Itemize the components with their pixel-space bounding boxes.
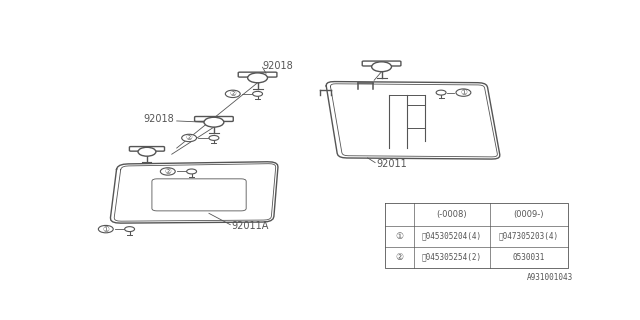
Circle shape bbox=[225, 90, 240, 98]
Circle shape bbox=[99, 225, 113, 233]
Text: (0009-): (0009-) bbox=[514, 210, 544, 219]
Text: (-0008): (-0008) bbox=[436, 210, 467, 219]
Text: Ⓢ045305254(2): Ⓢ045305254(2) bbox=[422, 252, 482, 261]
FancyBboxPatch shape bbox=[152, 179, 246, 211]
Text: ②: ② bbox=[164, 167, 172, 176]
Circle shape bbox=[182, 134, 196, 142]
Circle shape bbox=[138, 147, 156, 156]
Circle shape bbox=[209, 135, 219, 140]
FancyBboxPatch shape bbox=[362, 61, 401, 66]
Text: 92018: 92018 bbox=[262, 60, 293, 70]
FancyBboxPatch shape bbox=[195, 116, 233, 121]
Circle shape bbox=[161, 168, 175, 175]
Text: A931001043: A931001043 bbox=[527, 273, 573, 282]
Circle shape bbox=[125, 227, 134, 232]
Text: 92011A: 92011A bbox=[231, 221, 269, 231]
Circle shape bbox=[456, 89, 471, 96]
Text: ②: ② bbox=[186, 133, 193, 142]
Circle shape bbox=[187, 169, 196, 174]
Text: 0530031: 0530031 bbox=[513, 252, 545, 261]
Text: 92018: 92018 bbox=[143, 114, 174, 124]
Text: ①: ① bbox=[460, 88, 467, 97]
Text: 92011: 92011 bbox=[376, 159, 407, 169]
Text: ①: ① bbox=[102, 225, 109, 234]
Circle shape bbox=[204, 117, 224, 127]
FancyBboxPatch shape bbox=[238, 72, 277, 77]
Text: ②: ② bbox=[229, 89, 236, 98]
Circle shape bbox=[436, 90, 446, 95]
Circle shape bbox=[248, 73, 268, 83]
Circle shape bbox=[253, 92, 262, 96]
FancyBboxPatch shape bbox=[129, 147, 164, 151]
Text: ①: ① bbox=[396, 232, 403, 241]
Text: ②: ② bbox=[396, 252, 403, 261]
Text: Ⓢ047305203(4): Ⓢ047305203(4) bbox=[499, 232, 559, 241]
Text: Ⓢ045305204(4): Ⓢ045305204(4) bbox=[422, 232, 482, 241]
Circle shape bbox=[372, 62, 392, 72]
